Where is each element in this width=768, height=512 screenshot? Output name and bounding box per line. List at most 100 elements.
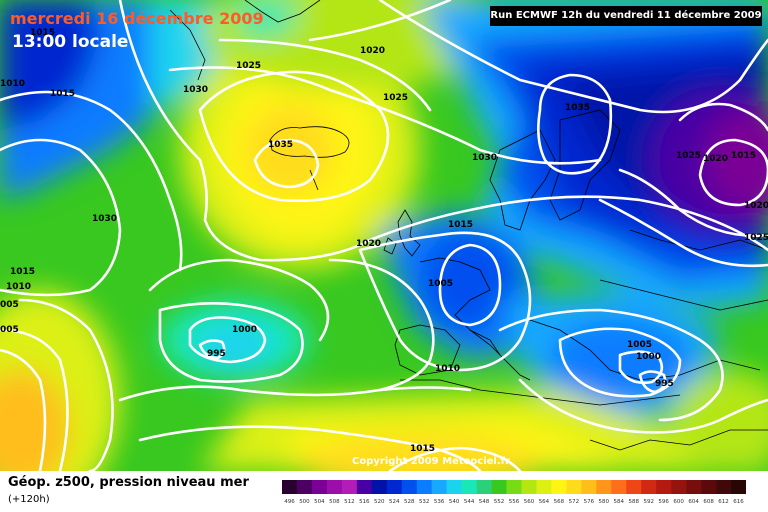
isobar-label: 1015 bbox=[731, 151, 756, 161]
legend-tick-label: 604 bbox=[688, 499, 699, 505]
legend-swatch bbox=[461, 480, 477, 494]
legend-swatch bbox=[386, 480, 403, 494]
legend-tick-label: 612 bbox=[718, 499, 729, 505]
legend-tick-label: 564 bbox=[539, 499, 550, 505]
isobar-label: 1025 bbox=[383, 93, 408, 103]
legend-swatch bbox=[716, 480, 732, 494]
isobar-label: 1015 bbox=[410, 444, 435, 454]
legend-swatch bbox=[641, 480, 657, 494]
isobar-label: 1025 bbox=[236, 61, 261, 71]
legend-swatch bbox=[446, 480, 462, 494]
legend-tick-label: 556 bbox=[509, 499, 520, 505]
legend-swatch bbox=[521, 480, 537, 494]
isobar-label: 1010 bbox=[435, 364, 460, 374]
isobar-label: 995 bbox=[655, 379, 674, 389]
isobar-label: 1000 bbox=[636, 352, 661, 362]
legend-swatch bbox=[671, 480, 687, 494]
map-title: Géop. z500, pression niveau mer bbox=[8, 475, 249, 490]
legend-tick-label: 560 bbox=[524, 499, 535, 505]
legend-tick-label: 516 bbox=[359, 499, 370, 505]
isobar-label: 1015 bbox=[10, 267, 35, 277]
isobar-label: 005 bbox=[0, 325, 19, 335]
isobar-label: 1035 bbox=[565, 103, 590, 113]
isobar-labels: 1015 1010 1015 1030 1025 1020 1025 1035 … bbox=[0, 28, 768, 454]
legend-swatch bbox=[611, 480, 627, 494]
legend-tick-label: 600 bbox=[673, 499, 684, 505]
legend-swatch bbox=[656, 480, 672, 494]
legend-tick-label: 588 bbox=[628, 499, 639, 505]
legend-swatch bbox=[401, 480, 418, 494]
isobar-label: 1035 bbox=[268, 140, 293, 150]
isobar-label: 1020 bbox=[744, 201, 768, 211]
legend-tick-label: 512 bbox=[344, 499, 355, 505]
legend-tick-label: 580 bbox=[599, 499, 610, 505]
legend-swatch bbox=[551, 480, 567, 494]
legend-swatch bbox=[536, 480, 552, 494]
isobar-label: 1000 bbox=[232, 325, 257, 335]
legend-tick-label: 596 bbox=[658, 499, 669, 505]
legend-tick-label: 568 bbox=[554, 499, 565, 505]
isobar-label: 1010 bbox=[0, 79, 25, 89]
legend-swatch bbox=[431, 480, 447, 494]
legend-tick-label: 552 bbox=[494, 499, 505, 505]
legend-tick-label: 536 bbox=[434, 499, 445, 505]
legend-tick-label: 496 bbox=[284, 499, 295, 505]
forecast-local-time: 13:00 locale bbox=[12, 32, 129, 52]
legend-tick-label: 616 bbox=[733, 499, 744, 505]
legend-swatch bbox=[626, 480, 642, 494]
color-legend: 496 500 504 508 512 516 520 524 528 532 536 540 544 5… bbox=[282, 480, 746, 505]
legend-tick-label: 608 bbox=[703, 499, 714, 505]
legend-swatch bbox=[731, 480, 746, 494]
isobar-label: 1015 bbox=[448, 220, 473, 230]
legend-swatch bbox=[686, 480, 702, 494]
legend-swatch bbox=[416, 480, 432, 494]
legend-swatch bbox=[476, 480, 492, 494]
legend-tick-label: 548 bbox=[479, 499, 490, 505]
legend-swatch bbox=[311, 480, 328, 494]
legend-swatch bbox=[701, 480, 717, 494]
legend-tick-label: 508 bbox=[329, 499, 340, 505]
isobar-label: 1010 bbox=[6, 282, 31, 292]
isobar-label: 1030 bbox=[472, 153, 497, 163]
legend-tick-label: 576 bbox=[584, 499, 595, 505]
legend-tick-label: 592 bbox=[643, 499, 654, 505]
legend-tick-label: 544 bbox=[464, 499, 475, 505]
legend-swatch bbox=[282, 480, 298, 494]
z500-map: 1015 1010 1015 1030 1025 1020 1025 1035 … bbox=[0, 0, 768, 471]
legend-tick-label: 540 bbox=[449, 499, 460, 505]
map-footer: Géop. z500, pression niveau mer (+120h) … bbox=[0, 471, 768, 512]
isobar-label: 005 bbox=[0, 300, 19, 310]
isobar-label: 1005 bbox=[627, 340, 652, 350]
legend-swatch bbox=[296, 480, 313, 494]
legend-swatch bbox=[566, 480, 582, 494]
isobars bbox=[0, 0, 768, 471]
isobar-label: 1015 bbox=[50, 89, 75, 99]
legend-tick-label: 504 bbox=[314, 499, 325, 505]
legend-swatch bbox=[356, 480, 373, 494]
legend-swatch bbox=[326, 480, 343, 494]
legend-swatch bbox=[596, 480, 612, 494]
forecast-range: (+120h) bbox=[8, 494, 50, 505]
legend-tick-label: 500 bbox=[299, 499, 310, 505]
legend-swatch bbox=[341, 480, 358, 494]
legend-swatch bbox=[506, 480, 522, 494]
isobar-label: 1025 bbox=[744, 233, 768, 243]
isobar-label: 1020 bbox=[703, 154, 728, 164]
legend-swatch bbox=[371, 480, 388, 494]
legend-tick-label: 524 bbox=[389, 499, 400, 505]
isobar-label: 1025 bbox=[676, 151, 701, 161]
isobar-label: 1030 bbox=[183, 85, 208, 95]
isobar-label: 995 bbox=[207, 349, 226, 359]
run-info: Run ECMWF 12h du vendredi 11 décembre 20… bbox=[490, 6, 762, 26]
copyright: Copyright 2009 Meteociel.fr bbox=[352, 456, 510, 467]
isobar-label: 1020 bbox=[356, 239, 381, 249]
legend-tick-label: 532 bbox=[419, 499, 430, 505]
isobar-label: 1005 bbox=[428, 279, 453, 289]
legend-tick-label: 520 bbox=[374, 499, 385, 505]
legend-tick-label: 528 bbox=[404, 499, 415, 505]
legend-tick-label: 572 bbox=[569, 499, 580, 505]
isobar-label: 1015 bbox=[30, 28, 55, 38]
legend-tick-label: 584 bbox=[614, 499, 625, 505]
isobar-label: 1030 bbox=[92, 214, 117, 224]
